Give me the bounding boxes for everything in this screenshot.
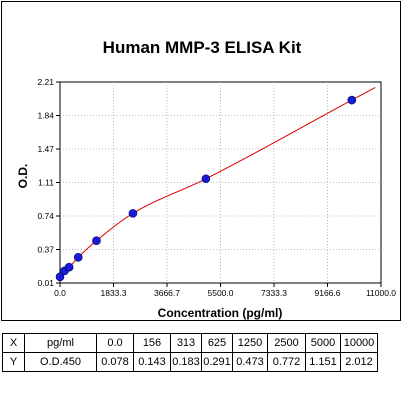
table-cell: 625 — [201, 333, 233, 353]
table-cell: X — [2, 333, 25, 353]
data-point — [92, 236, 101, 245]
table-cell: 1250 — [232, 333, 268, 353]
table-row-x: X pg/ml 0.0 156 313 625 1250 2500 5000 1… — [2, 333, 378, 353]
table-cell: 0.0 — [96, 333, 134, 353]
table-cell: Y — [2, 352, 25, 372]
y-tick-label: 2.21 — [37, 77, 54, 87]
table-cell: pg/ml — [24, 333, 97, 353]
table-cell: 0.183 — [170, 352, 202, 372]
data-point — [201, 174, 211, 184]
x-tick-label: 9166.6 — [315, 288, 341, 298]
table-cell: O.D.450 — [24, 352, 97, 372]
x-tick-label: 7333.3 — [261, 288, 287, 298]
table-cell: 0.291 — [201, 352, 233, 372]
x-tick-label: 0.0 — [54, 288, 66, 298]
x-tick-label: 11000.0 — [366, 288, 396, 298]
data-point — [128, 209, 138, 218]
x-tick-label: 1833.3 — [101, 288, 127, 298]
y-tick-label: 1.84 — [37, 111, 54, 121]
fit-curve — [59, 87, 376, 278]
table-cell: 0.143 — [133, 352, 171, 372]
plot-area: 0.0 1833.3 3666.7 5500.0 7333.3 9166.6 11000.0… — [37, 77, 396, 298]
x-tick-label: 5500.0 — [208, 288, 234, 298]
y-tick-label: 1.11 — [38, 178, 54, 188]
table-cell: 2500 — [267, 333, 306, 353]
data-point — [347, 95, 357, 105]
y-tick-label: 0.74 — [37, 211, 54, 221]
x-axis-label: Concentration (pg/ml) — [157, 306, 283, 320]
chart-title: Human MMP-3 ELISA Kit — [102, 38, 302, 57]
data-table: X pg/ml 0.0 156 313 625 1250 2500 5000 1… — [2, 333, 378, 372]
y-tick-label: 0.37 — [37, 245, 54, 255]
y-tick-label: 0.01 — [37, 278, 54, 288]
data-point — [55, 272, 65, 282]
table-cell: 0.078 — [96, 352, 134, 372]
table-cell: 2.012 — [340, 352, 378, 372]
x-tick-label: 3666.7 — [154, 288, 180, 298]
table-cell: 156 — [133, 333, 171, 353]
table-cell: 5000 — [305, 333, 341, 353]
table-cell: 10000 — [340, 333, 378, 353]
table-row-y: Y O.D.450 0.078 0.143 0.183 0.291 0.473 … — [2, 352, 378, 372]
table-cell: 1.151 — [305, 352, 341, 372]
y-tick-label: 1.47 — [37, 144, 54, 154]
data-point — [73, 253, 83, 262]
data-point — [64, 262, 74, 272]
table-cell: 0.473 — [232, 352, 268, 372]
table-cell: 0.772 — [267, 352, 306, 372]
table-cell: 313 — [170, 333, 202, 353]
data-table-container: X pg/ml 0.0 156 313 625 1250 2500 5000 1… — [2, 333, 378, 372]
